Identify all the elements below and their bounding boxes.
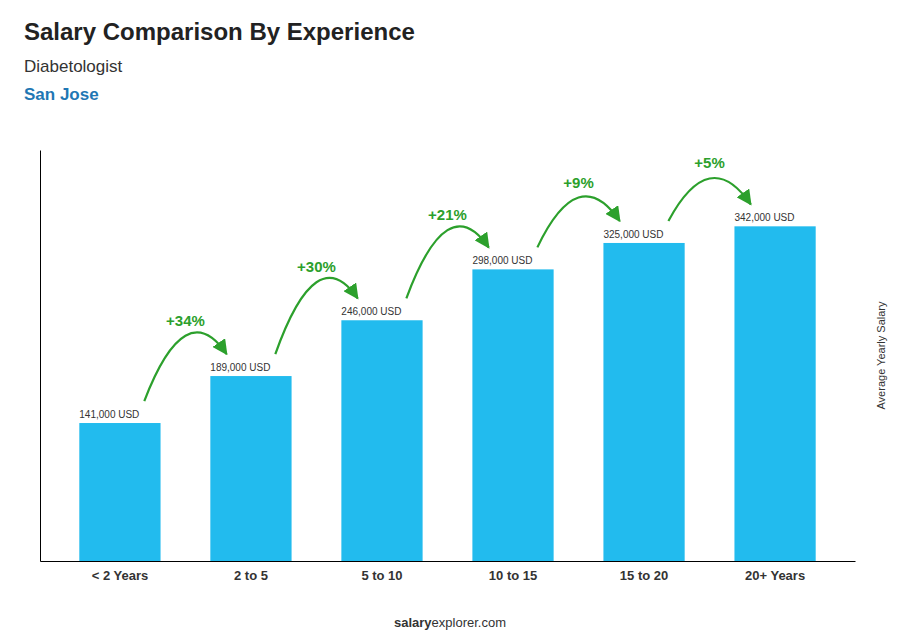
x-tick: 2 to 5	[234, 561, 268, 583]
change-arrow	[144, 332, 226, 401]
data-label: 342,000 USD	[734, 212, 794, 223]
subtitle: Diabetologist	[24, 57, 123, 76]
subtitle: San Jose	[24, 85, 99, 104]
data-label: 246,000 USD	[341, 306, 401, 317]
change-label: +21%	[428, 206, 467, 223]
change-label: +30%	[297, 258, 336, 275]
data-label: 325,000 USD	[603, 229, 663, 240]
change-label: +34%	[166, 312, 205, 329]
data-label: 189,000 USD	[210, 362, 270, 373]
plot: < 2 Years 2 to 5 5 to 10 10 to 15 15 to 20 20…	[41, 151, 856, 584]
x-tick-label: 2 to 5	[234, 568, 268, 583]
bar	[341, 320, 422, 561]
x-axis-line	[41, 561, 856, 562]
x-tick-label: 20+ Years	[745, 568, 805, 583]
chart: Salary Comparison By Experience Diabetolo…	[0, 0, 900, 641]
x-axis: < 2 Years 2 to 5 5 to 10 10 to 15 15 to 20 20…	[41, 561, 856, 583]
bar	[734, 226, 815, 561]
change-label: +9%	[563, 174, 593, 191]
x-tick: 15 to 20	[620, 561, 668, 583]
y-axis-line	[40, 151, 41, 562]
data-label: 141,000 USD	[79, 409, 139, 420]
change-arrow	[275, 278, 357, 354]
change-label: +5%	[694, 154, 724, 171]
bar	[472, 269, 553, 561]
x-tick: 20+ Years	[745, 561, 805, 583]
annotations: +34% +30% +21% +9% +5%	[144, 154, 750, 401]
data-labels: 141,000 USD 189,000 USD 246,000 USD 298,000…	[79, 212, 794, 420]
x-tick: 5 to 10	[361, 561, 402, 583]
y-label: Average Yearly Salary	[875, 301, 887, 410]
data-label: 298,000 USD	[472, 255, 532, 266]
footer: salaryexplorer.com	[394, 615, 506, 630]
bar	[79, 423, 160, 561]
title: Salary Comparison By Experience	[24, 18, 415, 45]
bar	[210, 376, 291, 561]
x-tick-label: 10 to 15	[489, 568, 537, 583]
x-tick-label: < 2 Years	[92, 568, 149, 583]
footer-part: explorer.com	[432, 615, 506, 630]
bars	[79, 226, 815, 561]
x-tick-label: 5 to 10	[361, 568, 402, 583]
footer-part: salary	[394, 615, 432, 630]
change-arrow	[406, 226, 488, 298]
bar	[603, 243, 684, 561]
x-tick: < 2 Years	[92, 561, 149, 583]
x-tick-label: 15 to 20	[620, 568, 668, 583]
change-arrow	[668, 178, 750, 221]
y-axis	[40, 151, 41, 562]
x-tick: 10 to 15	[489, 561, 537, 583]
change-arrow	[537, 196, 619, 247]
